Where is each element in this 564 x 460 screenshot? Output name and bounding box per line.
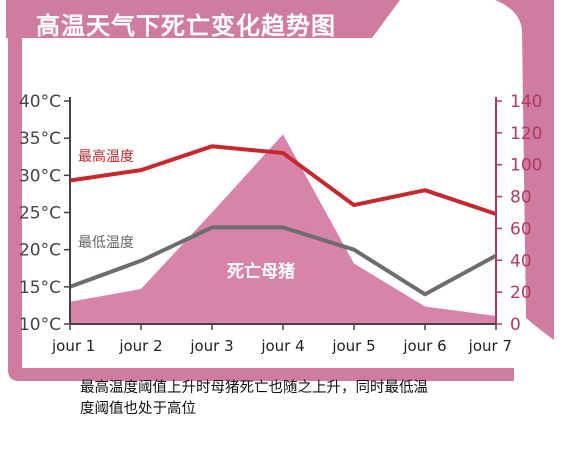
- x-tick-label: jour 5: [331, 337, 375, 355]
- label-max-temp: 最高温度: [78, 148, 134, 165]
- right-tick-label: 40: [510, 251, 532, 271]
- x-tick-label: jour 2: [118, 337, 162, 355]
- x-tick-label: jour 3: [189, 337, 233, 355]
- left-tick-label: 35°C: [19, 129, 61, 149]
- left-tick-label: 40°C: [19, 92, 61, 112]
- right-tick-label: 140: [510, 92, 542, 112]
- left-tick-label: 30°C: [19, 166, 61, 186]
- right-tick-label: 120: [510, 124, 542, 144]
- right-tick-label: 20: [510, 283, 532, 303]
- right-tick-label: 100: [510, 156, 542, 176]
- left-tick-label: 20°C: [19, 241, 61, 261]
- chart-caption: 最高温度阈值上升时母猪死亡也随之上升，同时最低温 度阈值也处于高位: [80, 378, 490, 420]
- line-min-temp: [69, 225, 497, 297]
- line-max-temp: [69, 144, 497, 216]
- left-tick-label: 25°C: [19, 204, 61, 224]
- left-tick-label: 15°C: [19, 278, 61, 298]
- x-tick-label: jour 7: [468, 337, 512, 355]
- caption-line-1: 最高温度阈值上升时母猪死亡也随之上升，同时最低温: [80, 380, 428, 396]
- left-tick-label: 10°C: [19, 315, 61, 335]
- x-tick-label: jour 1: [51, 337, 95, 355]
- right-tick-label: 80: [510, 188, 532, 208]
- caption-line-2: 度阈值也处于高位: [80, 401, 196, 417]
- title-banner: [6, 0, 400, 38]
- frame-right-bar: [495, 0, 554, 340]
- label-min-temp: 最低温度: [78, 235, 134, 251]
- right-tick-label: 0: [510, 315, 521, 335]
- right-tick-label: 60: [510, 219, 532, 239]
- label-dead-sows: 死亡母猪: [227, 261, 295, 282]
- x-tick-label: jour 4: [260, 337, 304, 355]
- x-tick-label: jour 6: [402, 337, 446, 355]
- chart-title: 高温天气下死亡变化趋势图: [36, 12, 336, 40]
